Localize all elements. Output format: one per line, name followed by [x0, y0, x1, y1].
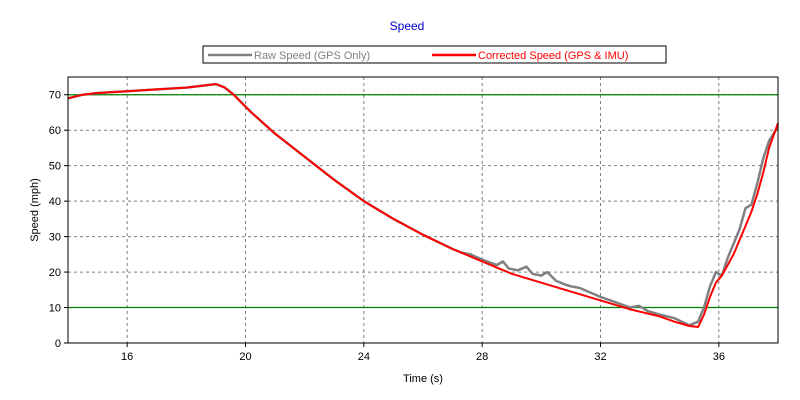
- x-tick-label: 24: [358, 351, 370, 363]
- series-line-corrected-speed: [67, 83, 779, 328]
- series-lines: [67, 82, 780, 328]
- x-tick-label: 32: [594, 351, 606, 363]
- y-tick-label: 30: [49, 232, 61, 244]
- chart-title: Speed: [390, 19, 425, 33]
- x-tick-label: 28: [476, 351, 488, 363]
- axis-ticks: 16 20 24 28 32 36 0 10 20 30 40 50 60 70: [49, 90, 725, 363]
- y-axis-label: Speed (mph): [29, 178, 41, 242]
- plot-area: [68, 77, 778, 343]
- y-tick-label: 10: [49, 303, 61, 315]
- y-tick-label: 50: [49, 161, 61, 173]
- x-axis-label: Time (s): [403, 373, 443, 385]
- x-tick-label: 20: [239, 351, 251, 363]
- y-tick-label: 40: [49, 196, 61, 208]
- y-tick-label: 60: [49, 125, 61, 137]
- legend-label-raw-speed: Raw Speed (GPS Only): [254, 50, 370, 62]
- y-tick-label: 70: [49, 90, 61, 102]
- y-tick-label: 0: [55, 338, 61, 350]
- x-tick-label: 16: [121, 351, 133, 363]
- x-tick-label: 36: [713, 351, 725, 363]
- y-tick-label: 20: [49, 267, 61, 279]
- plot-frame: [67, 76, 779, 344]
- legend: Raw Speed (GPS Only) Corrected Speed (GP…: [202, 45, 667, 64]
- reference-lines: [68, 94, 778, 309]
- legend-label-corrected-speed: Corrected Speed (GPS & IMU): [478, 50, 628, 62]
